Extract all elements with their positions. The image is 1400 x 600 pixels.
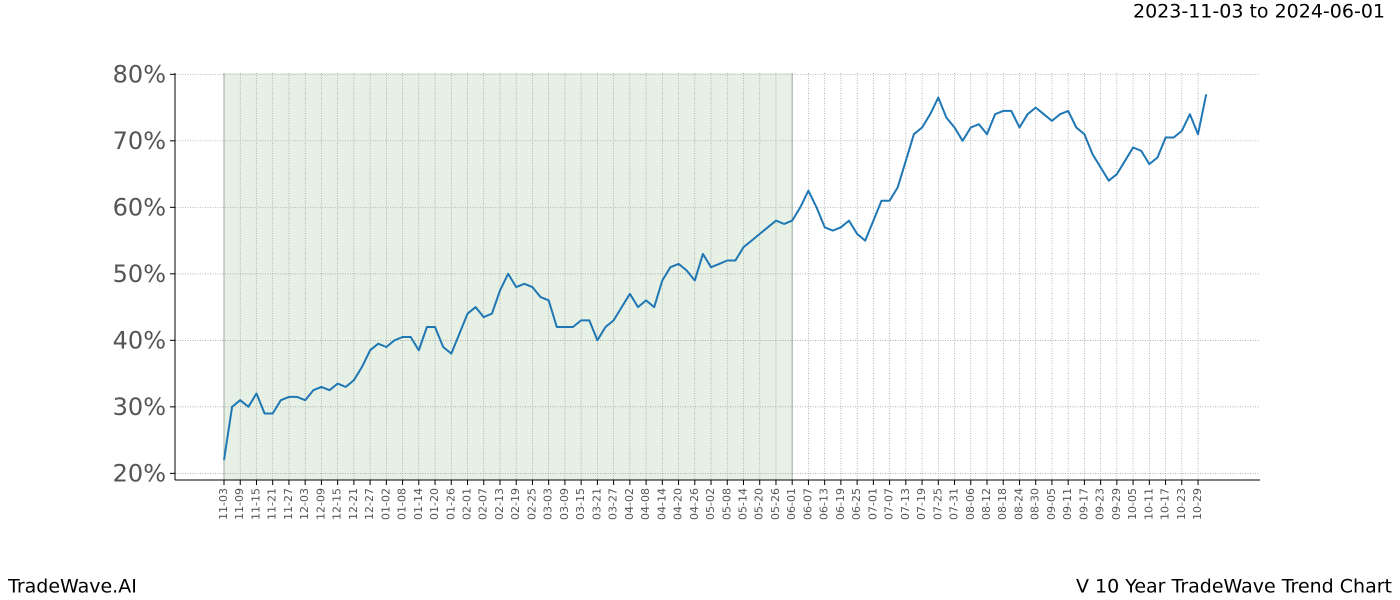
x-tick-label: 04-26 — [688, 488, 701, 520]
x-tick-label: 03-09 — [558, 488, 571, 520]
trend-line — [223, 94, 1208, 461]
x-tick-label: 07-07 — [883, 488, 896, 520]
x-tick-label: 08-18 — [996, 488, 1009, 520]
x-tick-label: 01-20 — [428, 488, 441, 520]
x-tick-label: 12-21 — [347, 488, 360, 520]
x-tick-label: 07-31 — [948, 488, 961, 520]
x-tick-label: 10-23 — [1175, 488, 1188, 520]
x-tick-label: 03-03 — [542, 488, 555, 520]
x-tick-label: 01-14 — [412, 488, 425, 520]
x-tick-label: 05-20 — [753, 488, 766, 520]
x-tick-label: 10-11 — [1142, 488, 1155, 520]
x-tick-label: 05-08 — [720, 488, 733, 520]
x-tick-label: 10-05 — [1126, 488, 1139, 520]
x-tick-label: 03-27 — [607, 488, 620, 520]
x-tick-label: 09-23 — [1094, 488, 1107, 520]
x-tick-label: 02-13 — [493, 488, 506, 520]
x-tick-label: 05-14 — [736, 488, 749, 520]
x-tick-label: 01-26 — [444, 488, 457, 520]
x-tick-label: 03-15 — [574, 488, 587, 520]
x-tick-label: 10-29 — [1191, 488, 1204, 520]
x-tick-label: 11-03 — [217, 488, 230, 520]
x-tick-label: 12-03 — [298, 488, 311, 520]
x-tick-label: 06-25 — [850, 488, 863, 520]
x-tick-label: 04-02 — [623, 488, 636, 520]
x-tick-label: 08-30 — [1029, 488, 1042, 520]
x-tick-label: 06-01 — [785, 488, 798, 520]
x-tick-label: 09-11 — [1061, 488, 1074, 520]
x-tick-label: 11-27 — [282, 488, 295, 520]
x-tick-label: 07-01 — [866, 488, 879, 520]
x-tick-label: 09-05 — [1045, 488, 1058, 520]
x-tick-label: 09-17 — [1077, 488, 1090, 520]
x-tick-label: 03-21 — [590, 488, 603, 520]
x-tick-label: 05-26 — [769, 488, 782, 520]
x-tick-label: 02-19 — [509, 488, 522, 520]
highlight-band — [224, 73, 793, 480]
x-tick-label: 06-13 — [818, 488, 831, 520]
x-tick-label: 02-01 — [461, 488, 474, 520]
x-tick-label: 07-13 — [899, 488, 912, 520]
x-tick-label: 02-07 — [477, 488, 490, 520]
x-tick-label: 08-12 — [980, 488, 993, 520]
x-tick-label: 02-25 — [525, 488, 538, 520]
x-tick-label: 12-15 — [331, 488, 344, 520]
x-tick-label: 10-17 — [1159, 488, 1172, 520]
x-tick-label: 07-19 — [915, 488, 928, 520]
x-tick-label: 11-09 — [233, 488, 246, 520]
y-tick-label: 50% — [113, 260, 166, 288]
x-tick-label: 01-08 — [396, 488, 409, 520]
y-tick-label: 40% — [113, 326, 166, 354]
chart-title: 2023-11-03 to 2024-06-01 — [1133, 1, 1385, 23]
x-tick-label: 06-19 — [834, 488, 847, 520]
y-tick-label: 60% — [113, 193, 166, 221]
footer-left: TradeWave.AI — [7, 576, 137, 598]
y-tick-label: 70% — [113, 127, 166, 155]
x-tick-label: 04-20 — [672, 488, 685, 520]
x-tick-label: 12-09 — [314, 488, 327, 520]
x-tick-label: 12-27 — [363, 488, 376, 520]
x-tick-label: 08-06 — [964, 488, 977, 520]
footer-right: V 10 Year TradeWave Trend Chart — [1076, 576, 1392, 598]
x-tick-label: 11-15 — [249, 488, 262, 520]
y-tick-label: 20% — [113, 459, 166, 487]
x-tick-label: 01-02 — [379, 488, 392, 520]
y-tick-label: 30% — [113, 393, 166, 421]
x-tick-label: 09-29 — [1110, 488, 1123, 520]
x-tick-label: 06-07 — [801, 488, 814, 520]
x-tick-label: 11-21 — [266, 488, 279, 520]
x-tick-label: 04-14 — [655, 488, 668, 520]
x-tick-label: 07-25 — [931, 488, 944, 520]
x-tick-label: 05-02 — [704, 488, 717, 520]
x-tick-label: 04-08 — [639, 488, 652, 520]
y-tick-label: 80% — [113, 60, 166, 88]
x-tick-label: 08-24 — [1012, 488, 1025, 520]
